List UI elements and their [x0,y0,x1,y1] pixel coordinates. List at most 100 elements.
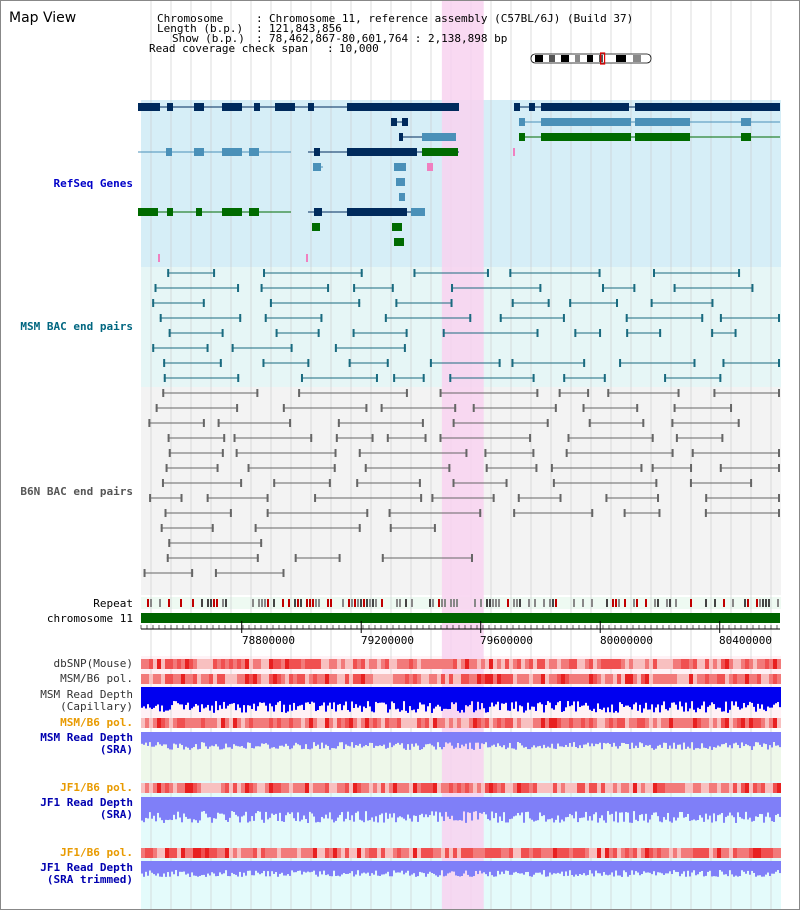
depth-bar [625,732,627,744]
depth-bar [733,797,735,818]
pol-cell [701,783,705,793]
dbsnp-cell [157,659,161,669]
depth-bar [569,732,571,744]
dbsnp-cell [201,659,205,669]
track-label-msm-bac[interactable]: MSM BAC end pairs [20,320,133,333]
pol-cell [513,718,517,728]
track-label-msm-pol-2[interactable]: MSM/B6 pol. [60,716,133,729]
depth-bar [587,797,589,821]
msm-bac-pair-end [269,299,272,307]
dbsnp-cell [397,659,401,669]
track-label-b6n-bac[interactable]: B6N BAC end pairs [20,485,133,498]
b6n-bac-pair-end [535,464,538,472]
depth-bar [221,732,223,750]
depth-bar [181,861,183,872]
gene-exon [312,223,320,231]
depth-bar [315,687,317,712]
ideogram-band [549,55,555,62]
pol-cell [233,674,237,684]
depth-bar [431,797,433,812]
pol-cell [305,783,309,793]
depth-bar [417,732,419,746]
gene-exon [314,208,322,216]
depth-bar [185,732,187,747]
pol-cell [269,674,273,684]
depth-bar [649,797,651,820]
gene-exon [222,103,242,111]
pol-cell [649,783,653,793]
depth-bar [701,732,703,744]
track-label-jf1-pol-2[interactable]: JF1/B6 pol. [60,846,133,859]
depth-bar [205,732,207,747]
depth-bar [703,797,705,822]
pol-cell [465,783,469,793]
pol-cell [645,674,649,684]
depth-bar [561,732,563,747]
depth-bar [379,861,381,876]
depth-bar [299,861,301,871]
depth-bar [567,732,569,747]
depth-bar [493,687,495,707]
pol-cell [457,848,461,858]
dbsnp-cell [401,659,405,669]
pol-cell [569,718,573,728]
depth-bar [641,732,643,744]
depth-bar [455,861,457,876]
ideogram-position-marker [599,52,606,65]
b6n-bac-pair-end [546,419,549,427]
pol-cell [761,848,765,858]
depth-bar [599,797,601,819]
depth-bar [471,861,473,877]
pol-cell [693,718,697,728]
pol-cell [337,718,341,728]
track-label-msm-depth-sra[interactable]: MSM Read Depth [40,731,133,744]
track-label-jf1-pol-1[interactable]: JF1/B6 pol. [60,781,133,794]
pol-cell [321,674,325,684]
track-label-jf1-depth-sub: (SRA) [99,808,133,821]
pol-cell [369,718,373,728]
depth-bar [167,687,169,711]
track-label-dbsnp[interactable]: dbSNP(Mouse) [53,657,133,670]
dbsnp-cell [365,659,369,669]
pol-cell [445,674,449,684]
depth-bar [591,797,593,821]
gene-exon [394,238,404,246]
track-label-msm-depth-cap[interactable]: MSM Read Depth [40,688,133,701]
pol-cell [409,718,413,728]
pol-cell [533,674,537,684]
depth-bar [773,861,775,874]
b6n-bac-pair-end [658,509,661,517]
depth-bar [707,861,709,872]
repeat-mark [489,599,491,607]
track-label-msm-pol-1[interactable]: MSM/B6 pol. [60,672,133,685]
dbsnp-cell [449,659,453,669]
depth-bar [235,687,237,711]
depth-bar [709,732,711,747]
depth-bar [333,732,335,749]
pol-cell [605,783,609,793]
msm-bac-pair-end [152,299,155,307]
track-label-refseq[interactable]: RefSeq Genes [53,177,133,190]
depth-bar [187,687,189,703]
depth-bar [367,732,369,747]
depth-bar [535,797,537,821]
depth-bar [417,687,419,709]
depth-bar [547,732,549,747]
dbsnp-cell [441,659,445,669]
pol-cell [477,674,481,684]
depth-bar [565,861,567,872]
depth-bar [521,687,523,707]
track-label-jf1-depth-trim[interactable]: JF1 Read Depth [40,861,133,874]
depth-bar [623,861,625,871]
depth-bar [237,687,239,705]
gene-exon [635,103,780,111]
depth-bar [771,797,773,822]
b6n-bac-pair-end [335,434,338,442]
depth-bar [281,687,283,713]
pol-cell [481,674,485,684]
pol-cell [625,674,629,684]
repeat-mark [498,599,500,607]
dbsnp-cell [185,659,189,669]
track-label-jf1-depth[interactable]: JF1 Read Depth [40,796,133,809]
